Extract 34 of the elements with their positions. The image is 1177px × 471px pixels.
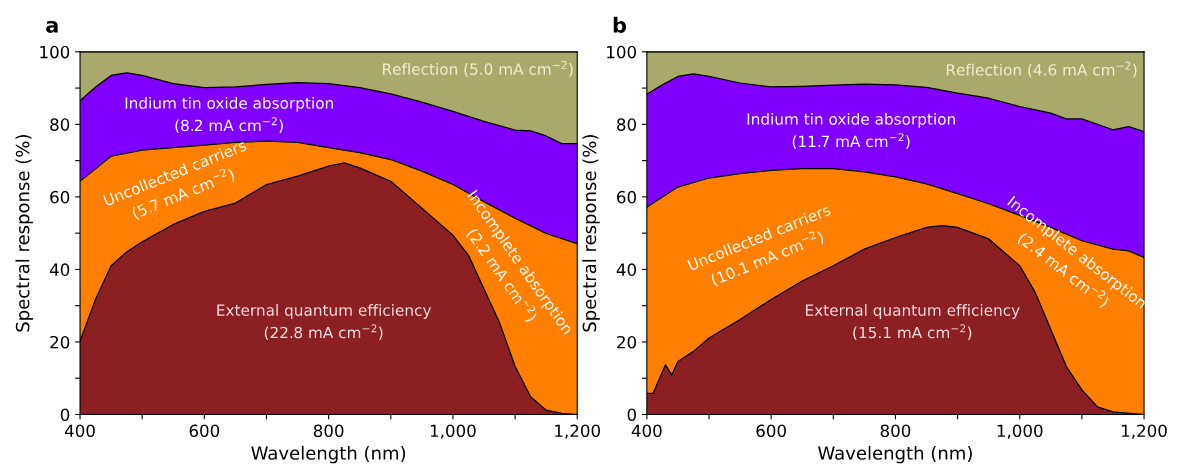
y-tick-label: 60: [617, 190, 637, 204]
y-tick-label: 60: [50, 190, 70, 204]
annotation: External quantum efficiency (22.8 mA cm$^{−2}$): [217, 304, 432, 341]
x-tick-label: 800: [880, 424, 911, 438]
x-tick-label: 600: [189, 424, 220, 438]
x-tick-label: 400: [64, 424, 95, 438]
y-axis-title: Spectral response (%): [15, 135, 33, 332]
chart-title: a: [46, 20, 58, 33]
chart-title: b: [613, 16, 627, 33]
y-tick-label: 20: [617, 335, 637, 349]
x-tick-label: 1,000: [430, 424, 476, 439]
x-tick-label: 1,200: [555, 424, 600, 439]
x-tick-label: 1,200: [1122, 424, 1167, 439]
y-tick-label: 20: [50, 335, 70, 349]
x-axis-title: Wavelength (nm): [818, 445, 972, 464]
y-tick-label: 80: [617, 118, 637, 131]
y-tick-label: 100: [40, 45, 70, 59]
annotation: External quantum efficiency (15.1 mA cm$^{−2}$): [806, 304, 1020, 341]
y-tick-label: 0: [60, 408, 70, 422]
y-tick-label: 40: [616, 263, 637, 276]
x-tick-label: 600: [756, 424, 786, 438]
y-tick-label: 0: [627, 408, 637, 422]
y-axis-title: Spectral response (%): [582, 135, 600, 332]
y-tick-label: 40: [49, 263, 70, 276]
x-tick-label: 800: [313, 424, 344, 438]
y-tick-label: 100: [607, 45, 637, 59]
annotation: Reflection (5.0 mA cm$^{−2}$): [383, 60, 573, 77]
annotation: Indium tin oxide absorption (11.7 mA cm$^{−2}$): [747, 112, 955, 149]
annotation: Reflection (4.6 mA cm$^{−2}$): [946, 61, 1137, 78]
x-tick-label: 400: [631, 424, 662, 438]
x-axis-title: Wavelength (nm): [251, 445, 406, 464]
annotation: Indium tin oxide absorption (8.2 mA cm$^{−2}$): [125, 97, 333, 133]
y-tick-label: 80: [50, 118, 70, 131]
x-tick-label: 1,000: [997, 424, 1043, 439]
